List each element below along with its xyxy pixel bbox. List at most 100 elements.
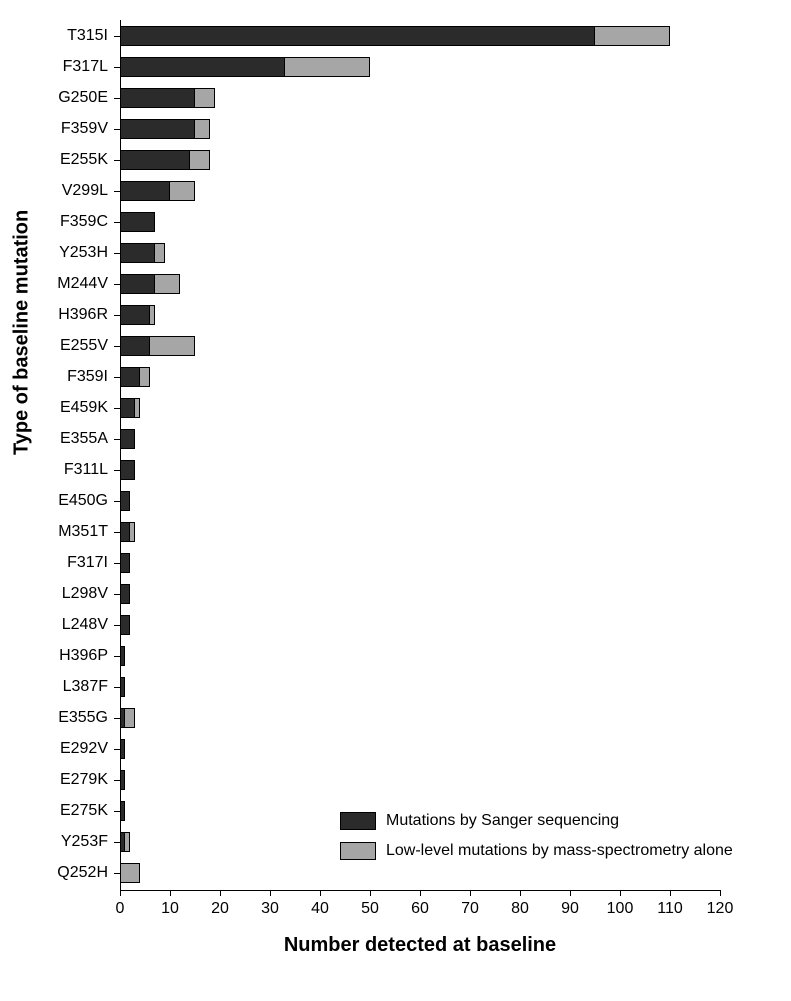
y-category-label: Y253F [8,833,108,851]
x-tick-label: 90 [561,900,579,918]
x-tick-label: 40 [311,900,329,918]
y-category-label: E275K [8,802,108,820]
bar-segment [150,336,195,356]
bar-segment [120,212,155,232]
bar-segment [120,863,140,883]
bar-segment [135,398,140,418]
y-category-label: F359I [8,368,108,386]
chart-container: Type of baseline mutation Number detecte… [0,0,791,1001]
bar-segment [130,522,135,542]
legend-swatch [340,842,376,860]
bar-segment [595,26,670,46]
y-category-label: E355A [8,430,108,448]
y-category-label: E450G [8,492,108,510]
y-category-label: H396R [8,306,108,324]
bar-segment [120,57,285,77]
x-tick [270,890,271,896]
x-tick [520,890,521,896]
bar-segment [120,522,130,542]
y-category-label: E255V [8,337,108,355]
bar-segment [190,150,210,170]
bar-segment [140,367,150,387]
x-tick-label: 120 [707,900,734,918]
bar-segment [120,739,125,759]
bar-segment [120,770,125,790]
y-category-label: M244V [8,275,108,293]
legend-label: Mutations by Sanger sequencing [386,812,619,830]
x-tick-label: 20 [211,900,229,918]
x-tick-label: 80 [511,900,529,918]
bar-segment [120,398,135,418]
bar-segment [120,460,135,480]
x-tick-label: 100 [607,900,634,918]
x-tick-label: 60 [411,900,429,918]
bar-segment [120,801,125,821]
legend-item: Low-level mutations by mass-spectrometry… [340,842,733,860]
x-tick-label: 10 [161,900,179,918]
y-category-label: E292V [8,740,108,758]
bar-segment [120,646,125,666]
bar-segment [125,708,135,728]
y-category-label: L248V [8,616,108,634]
y-category-label: T315I [8,27,108,45]
x-tick [370,890,371,896]
bar-segment [120,274,155,294]
x-tick-label: 70 [461,900,479,918]
x-axis-title: Number detected at baseline [284,934,556,957]
x-tick [620,890,621,896]
bar-segment [120,491,130,511]
bar-segment [120,26,595,46]
bar-segment [195,119,210,139]
x-tick [170,890,171,896]
bar-segment [285,57,370,77]
x-tick [570,890,571,896]
bar-segment [120,677,125,697]
y-category-label: L298V [8,585,108,603]
bar-segment [120,367,140,387]
y-category-label: F311L [8,461,108,479]
bar-segment [120,584,130,604]
bar-segment [155,274,180,294]
y-category-label: E279K [8,771,108,789]
x-tick [420,890,421,896]
bar-segment [195,88,215,108]
y-category-label: F359V [8,120,108,138]
y-category-label: M351T [8,523,108,541]
y-category-label: L387F [8,678,108,696]
x-tick [120,890,121,896]
x-tick-label: 0 [116,900,125,918]
legend-item: Mutations by Sanger sequencing [340,812,619,830]
bar-segment [155,243,165,263]
legend-swatch [340,812,376,830]
bar-segment [120,429,135,449]
y-category-label: G250E [8,89,108,107]
x-tick-label: 110 [657,900,683,918]
y-category-label: E255K [8,151,108,169]
bar-segment [120,88,195,108]
y-category-label: F359C [8,213,108,231]
x-tick-label: 50 [361,900,379,918]
y-category-label: Y253H [8,244,108,262]
y-category-label: H396P [8,647,108,665]
bar-segment [125,832,130,852]
bar-segment [120,615,130,635]
x-tick [720,890,721,896]
bar-segment [120,553,130,573]
x-tick [470,890,471,896]
bar-segment [120,305,150,325]
x-tick [220,890,221,896]
legend-label: Low-level mutations by mass-spectrometry… [386,842,733,860]
plot-area: 0102030405060708090100110120T315IF317LG2… [120,20,720,890]
y-category-label: F317I [8,554,108,572]
y-category-label: Q252H [8,864,108,882]
bar-segment [120,150,190,170]
bar-segment [120,181,170,201]
bar-segment [150,305,155,325]
bar-segment [120,336,150,356]
y-category-label: F317L [8,58,108,76]
x-tick [670,890,671,896]
x-tick [320,890,321,896]
bar-segment [120,119,195,139]
y-category-label: E459K [8,399,108,417]
x-tick-label: 30 [261,900,279,918]
